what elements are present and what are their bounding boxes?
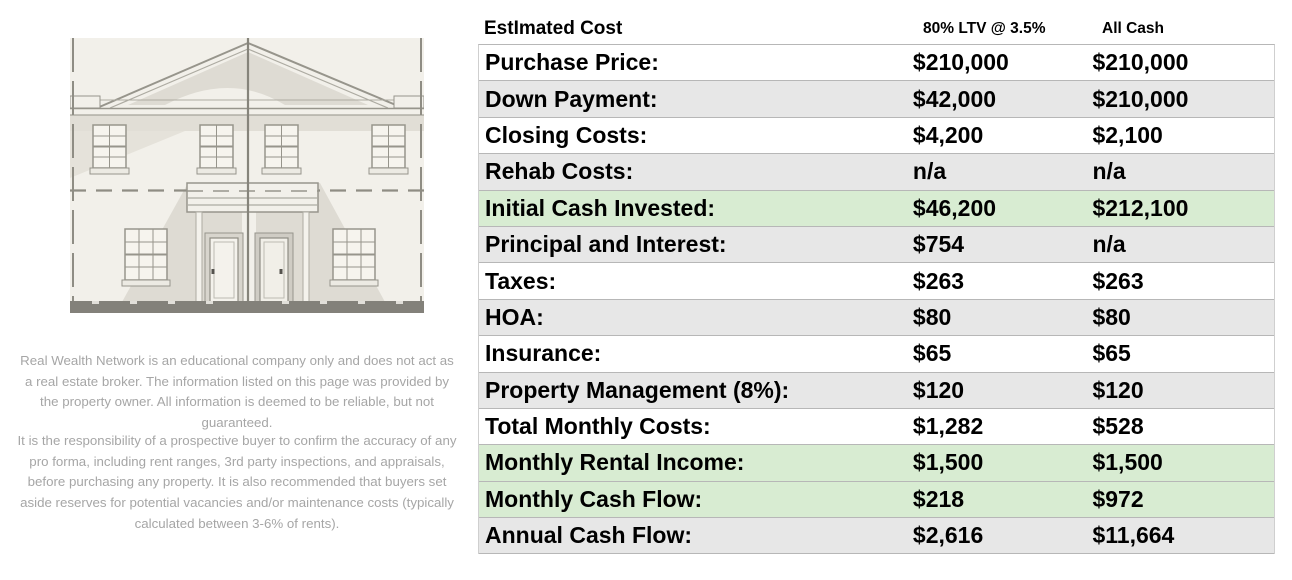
row-label: Total Monthly Costs: bbox=[485, 413, 711, 440]
cost-table-header: EstImated Cost 80% LTV @ 3.5% All Cash bbox=[478, 14, 1275, 44]
value-ltv: $46,200 bbox=[912, 194, 997, 221]
value-ltv: $42,000 bbox=[912, 85, 997, 112]
table-row: Monthly Cash Flow: $218 $972 bbox=[479, 481, 1274, 519]
property-elevation-image bbox=[69, 38, 425, 313]
row-label: Monthly Cash Flow: bbox=[485, 485, 703, 512]
value-all-cash: $65 bbox=[1092, 340, 1131, 367]
value-ltv: $218 bbox=[912, 485, 965, 512]
header-80-ltv-column: 80% LTV @ 3.5% bbox=[923, 20, 1046, 37]
row-label: Annual Cash Flow: bbox=[485, 522, 692, 549]
table-row: HOA: $80 $80 bbox=[479, 299, 1274, 337]
value-ltv: $1,500 bbox=[912, 449, 984, 476]
row-label: Rehab Costs: bbox=[485, 158, 634, 185]
row-label: Monthly Rental Income: bbox=[485, 449, 745, 476]
disclaimer-buyer-responsibility-text: It is the responsibility of a prospectiv… bbox=[17, 433, 457, 531]
table-row: Monthly Rental Income: $1,500 $1,500 bbox=[479, 445, 1274, 482]
row-label: Taxes: bbox=[485, 267, 557, 294]
value-ltv: $263 bbox=[912, 267, 965, 294]
value-all-cash: $210,000 bbox=[1092, 49, 1189, 76]
table-row: Rehab Costs: n/a n/a bbox=[479, 154, 1274, 191]
table-row: Insurance: $65 $65 bbox=[479, 336, 1274, 373]
table-row: Taxes: $263 $263 bbox=[479, 263, 1274, 300]
value-all-cash: $120 bbox=[1092, 376, 1144, 403]
value-ltv: $80 bbox=[912, 303, 952, 330]
duplex-house-illustration bbox=[69, 38, 425, 313]
value-all-cash: $210,000 bbox=[1092, 85, 1189, 112]
row-label: Property Management (8%): bbox=[485, 376, 790, 403]
row-label: Insurance: bbox=[485, 340, 602, 367]
value-ltv: n/a bbox=[912, 158, 947, 185]
value-all-cash: n/a bbox=[1092, 158, 1126, 185]
table-row: Closing Costs: $4,200 $2,100 bbox=[479, 117, 1274, 155]
row-label: Closing Costs: bbox=[485, 121, 648, 148]
value-ltv: $210,000 bbox=[912, 49, 1009, 76]
row-label: HOA: bbox=[485, 303, 544, 330]
estimated-cost-table: EstImated Cost 80% LTV @ 3.5% All Cash P… bbox=[478, 14, 1275, 555]
table-row: Down Payment: $42,000 $210,000 bbox=[479, 81, 1274, 118]
value-ltv: $65 bbox=[912, 340, 952, 367]
value-all-cash: $972 bbox=[1092, 485, 1144, 512]
row-label: Initial Cash Invested: bbox=[485, 194, 716, 221]
value-all-cash: $212,100 bbox=[1092, 194, 1189, 221]
value-all-cash: $263 bbox=[1092, 267, 1144, 294]
value-all-cash: $2,100 bbox=[1092, 121, 1163, 148]
table-row: Annual Cash Flow: $2,616 $11,664 bbox=[479, 518, 1274, 555]
value-ltv: $754 bbox=[912, 231, 965, 258]
value-all-cash: $528 bbox=[1092, 413, 1144, 440]
value-all-cash: $11,664 bbox=[1092, 522, 1175, 549]
value-all-cash: n/a bbox=[1092, 231, 1126, 258]
value-ltv: $1,282 bbox=[912, 413, 984, 440]
table-row: Total Monthly Costs: $1,282 $528 bbox=[479, 408, 1274, 446]
table-row: Purchase Price: $210,000 $210,000 bbox=[479, 45, 1274, 82]
table-row: Principal and Interest: $754 n/a bbox=[479, 226, 1274, 264]
row-label: Purchase Price: bbox=[485, 49, 659, 76]
header-all-cash-column: All Cash bbox=[1102, 20, 1165, 37]
value-ltv: $4,200 bbox=[912, 121, 984, 148]
disclaimer-broker-text: Real Wealth Network is an educational co… bbox=[20, 353, 454, 431]
value-all-cash: $1,500 bbox=[1092, 449, 1163, 476]
value-ltv: $2,616 bbox=[912, 522, 984, 549]
table-row: Initial Cash Invested: $46,200 $212,100 bbox=[479, 190, 1274, 227]
cost-table-rows: Purchase Price: $210,000 $210,000 Down Paym… bbox=[478, 44, 1275, 555]
value-all-cash: $80 bbox=[1092, 303, 1131, 330]
row-label: Down Payment: bbox=[485, 85, 658, 112]
header-estimated-cost: EstImated Cost bbox=[484, 18, 623, 39]
table-row: Property Management (8%): $120 $120 bbox=[479, 372, 1274, 409]
row-label: Principal and Interest: bbox=[485, 231, 727, 258]
value-ltv: $120 bbox=[912, 376, 965, 403]
